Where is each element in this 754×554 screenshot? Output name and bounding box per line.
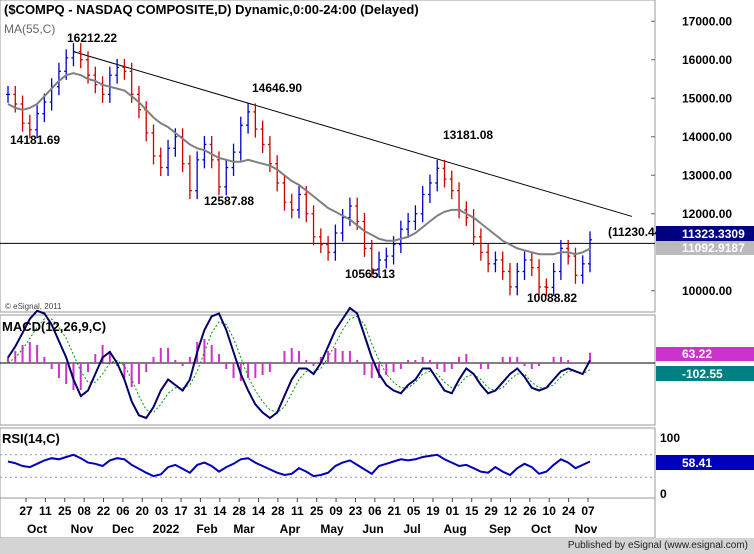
macd-line [7,306,591,420]
x-tick-label: 05 [407,504,421,518]
x-tick-label: 10 [543,504,557,518]
price-layer: 17000.00 16000.00 15000.00 14000.00 13000.00… [0,14,732,305]
macd-layer [0,306,655,420]
x-tick-label: 29 [484,504,498,518]
price-y-tick-label: 15000.00 [682,91,732,105]
chart-title: ($COMPQ - NASDAQ COMPOSITE,D) Dynamic,0:… [4,2,419,17]
rsi-line [7,453,591,478]
rsi-label: RSI(14,C) [2,431,60,446]
price-annotation: 14646.90 [252,81,302,95]
x-tick-label: 11 [39,504,52,518]
ma-label: MA(55,C) [4,22,55,36]
x-month-label: Sep [489,522,511,536]
x-tick-label: 24 [562,504,576,518]
price-y-tick-label: 12000.00 [682,207,732,221]
footer-text: Published by eSignal (www.esignal.com) [567,540,748,551]
x-tick-label: 08 [77,504,91,518]
axis-layer: 27 11 25 08 22 06 20 03 17 31 14 28 14 28 11 25 09 23 06 21… [19,498,598,536]
x-tick-label: 07 [581,504,595,518]
rsi-y-tick-label: 100 [660,431,680,445]
macd-label: MACD(12,26,9,C) [2,319,106,334]
x-tick-label: 31 [194,504,208,518]
price-annotation: 16212.22 [67,31,117,45]
x-month-label: Mar [233,522,255,536]
macd-value-2: -102.55 [682,367,723,381]
footer: Published by eSignal (www.esignal.com) [0,538,754,554]
x-month-label: May [320,522,344,536]
macd-value-box-2 [656,366,754,381]
price-y-tick-label: 14000.00 [682,130,732,144]
x-month-label: Feb [196,522,217,536]
x-month-label: Jun [362,522,383,536]
price-annotation: 14181.69 [10,133,60,147]
ma-value: 11092.9187 [682,241,745,255]
x-tick-label: 01 [446,504,460,518]
price-y-tick-label: 13000.00 [682,168,732,182]
last-value: 11323.3309 [682,227,745,241]
macd-value-1: 63.22 [682,347,712,361]
price-annotation: 10565.13 [345,267,395,281]
x-month-label: Oct [27,522,47,536]
level-label: (11230.44) [608,225,665,239]
macd-signal-line [7,315,591,414]
x-tick-label: 09 [329,504,343,518]
x-month-label: 2022 [153,522,180,536]
macd-value-box-1 [656,347,754,361]
x-tick-label: 28 [271,504,285,518]
ma-line [7,72,591,256]
price-panel-frame [0,0,656,313]
x-month-label: Oct [531,522,551,536]
x-month-label: Jul [403,522,420,536]
x-tick-label: 17 [174,504,188,518]
price-y-tick-label: 17000.00 [682,14,732,28]
x-month-label: Nov [71,522,94,536]
x-tick-label: 25 [58,504,72,518]
x-axis-frame [0,497,656,538]
x-tick-label: 27 [19,504,33,518]
rsi-y-tick-label: 0 [660,487,667,501]
x-tick-label: 25 [310,504,324,518]
x-tick-label: 28 [232,504,246,518]
x-month-label: Apr [280,522,301,536]
x-tick-label: 14 [213,504,227,518]
price-annotation: 10088.82 [527,291,577,305]
x-tick-label: 06 [116,504,130,518]
price-annotation: 13181.08 [443,128,493,142]
x-tick-label: 21 [388,504,402,518]
ma-value-box [656,241,754,255]
macd-panel-frame [0,314,656,426]
x-tick-label: 03 [155,504,169,518]
last-value-box [656,226,754,241]
rsi-value-box [656,455,754,470]
x-tick-label: 15 [465,504,479,518]
price-y-tick-label: 10000.00 [682,284,732,298]
copyright-text: © eSignal, 2011 [5,302,62,311]
price-annotation: 12587.88 [204,194,254,208]
x-month-label: Dec [112,522,134,536]
rsi-value: 58.41 [682,456,712,470]
x-month-label: Nov [575,522,598,536]
x-tick-label: 20 [136,504,150,518]
trendline [73,51,633,217]
chart-canvas: 17000.00 16000.00 15000.00 14000.00 13000.00… [0,0,754,538]
x-tick-label: 12 [504,504,518,518]
x-tick-label: 11 [291,504,304,518]
x-tick-label: 22 [97,504,111,518]
rsi-panel-frame [0,427,656,499]
x-tick-label: 06 [368,504,382,518]
x-tick-label: 19 [426,504,440,518]
x-month-label: Aug [443,522,466,536]
x-tick-label: 23 [349,504,363,518]
price-y-tick-label: 16000.00 [682,53,732,67]
x-tick-label: 14 [252,504,266,518]
x-tick-label: 26 [523,504,537,518]
